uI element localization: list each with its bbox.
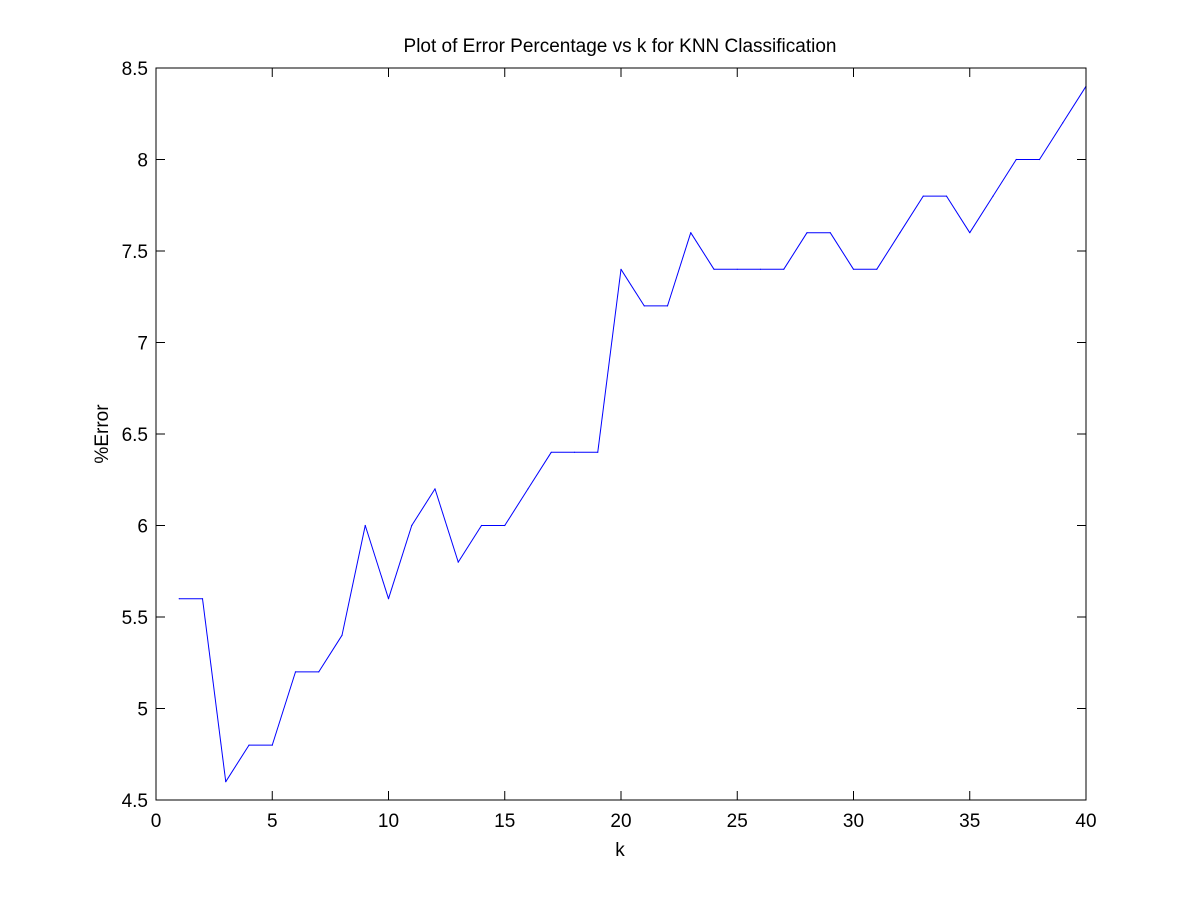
y-tick-label: 4.5	[122, 791, 148, 812]
y-tick-label: 5	[137, 700, 148, 721]
data-point	[573, 451, 576, 453]
series-line-segment	[690, 232, 715, 270]
data-point	[225, 781, 227, 783]
data-point	[480, 524, 483, 527]
x-tick-label: 15	[494, 811, 515, 832]
y-axis-label: %Error	[92, 404, 113, 464]
x-tick-label: 20	[610, 811, 631, 832]
y-tick-label: 6.5	[122, 425, 148, 446]
series-group	[178, 85, 1087, 783]
series-line-segment	[527, 452, 552, 490]
series-line-segment	[899, 195, 924, 233]
data-point	[736, 268, 738, 270]
data-point	[922, 195, 924, 197]
data-point	[690, 232, 692, 234]
series-line-segment	[341, 525, 366, 636]
data-point	[248, 744, 250, 746]
data-point	[1015, 158, 1017, 161]
x-tick-label: 0	[151, 811, 162, 832]
x-tick-label: 10	[378, 811, 399, 832]
series-line-segment	[364, 525, 389, 599]
series-line-segment	[411, 488, 436, 526]
data-point	[550, 451, 552, 453]
y-tick-label: 6	[137, 517, 148, 538]
y-tick-label: 5.5	[122, 608, 148, 629]
data-point	[411, 524, 413, 527]
series-line-segment	[202, 598, 227, 782]
data-point	[945, 195, 948, 197]
data-point	[1038, 158, 1041, 161]
x-tick-label: 25	[727, 811, 748, 832]
series-line-segment	[457, 525, 482, 563]
tick-group: 0 5 10 15 20 25 30 35 40 4.5 5 5.5 6 6.5 7 7.5 8 8.5	[122, 59, 1097, 832]
series-line-segment	[667, 232, 692, 307]
y-tick-label: 8.5	[122, 59, 148, 80]
series-line-segment	[992, 159, 1017, 197]
data-point	[666, 305, 669, 307]
series-line-segment	[783, 232, 808, 270]
data-point	[1062, 122, 1064, 124]
series-line-segment	[434, 488, 459, 563]
series-line-segment	[271, 671, 296, 746]
data-point	[806, 232, 808, 234]
series-line-segment	[225, 744, 250, 782]
data-point	[387, 598, 390, 600]
data-point	[178, 598, 180, 600]
data-point	[759, 268, 762, 270]
data-point	[992, 195, 994, 197]
series-line-segment	[1062, 86, 1087, 124]
series-line-segment	[388, 525, 413, 599]
data-point	[876, 268, 878, 270]
x-tick-label: 5	[267, 811, 278, 832]
series-line-segment	[1039, 122, 1064, 160]
data-point	[899, 232, 901, 234]
data-point	[597, 451, 599, 453]
y-tick-label: 8	[137, 151, 148, 172]
y-tick-label: 7.5	[122, 242, 148, 263]
series-line-segment	[829, 232, 854, 270]
series-line-segment	[318, 635, 343, 673]
series-line-segment	[620, 269, 645, 307]
x-tick-label: 40	[1075, 811, 1096, 832]
series-line-segment	[876, 232, 901, 270]
series-line-segment	[969, 195, 994, 233]
series-line-segment	[946, 195, 971, 233]
data-point	[434, 488, 436, 490]
x-tick-label: 35	[959, 811, 980, 832]
data-point	[829, 232, 831, 234]
data-point	[271, 744, 273, 746]
data-point	[527, 488, 529, 490]
data-point	[783, 268, 785, 270]
x-axis-label: k	[615, 840, 625, 861]
series-line-segment	[504, 488, 529, 526]
data-point	[294, 671, 297, 673]
data-point	[713, 268, 715, 270]
data-point	[620, 268, 622, 270]
data-point	[364, 524, 366, 527]
data-point	[341, 634, 343, 636]
data-point	[504, 524, 506, 527]
data-point	[201, 598, 204, 600]
data-point	[852, 268, 855, 270]
x-tick-label: 30	[843, 811, 864, 832]
y-tick-label: 7	[137, 334, 148, 355]
data-point	[643, 305, 645, 307]
data-point	[457, 561, 459, 563]
plot-area-frame	[155, 67, 1087, 801]
series-line-segment	[597, 269, 622, 453]
data-point	[969, 232, 971, 234]
chart-title: Plot of Error Percentage vs k for KNN Cl…	[404, 36, 837, 57]
data-point	[318, 671, 320, 673]
